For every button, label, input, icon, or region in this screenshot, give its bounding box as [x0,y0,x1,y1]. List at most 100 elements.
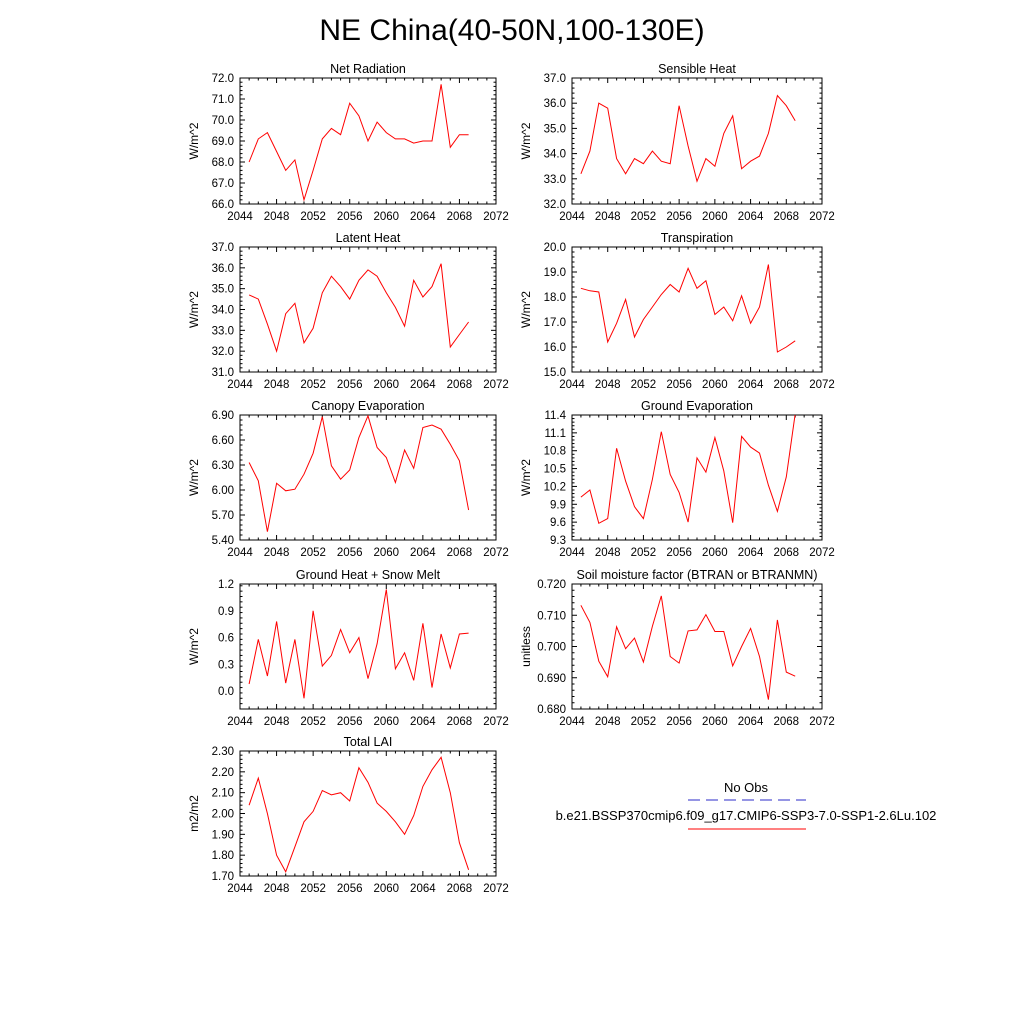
x-tick-label: 2052 [300,716,326,728]
y-axis-label: W/m^2 [187,628,201,665]
panel-ground-evaporation: Ground Evaporation 2044 2048 2052 2056 2060 20… [519,399,835,559]
panel-soil-moisture-factor-btran-or-btranmn: Soil moisture factor (BTRAN or BTRANMN) 2… [519,568,835,728]
y-tick-label: 32.0 [544,199,566,211]
x-tick-label: 2060 [702,211,728,223]
x-tick-label: 2064 [738,379,764,391]
y-tick-label: 67.0 [212,178,234,190]
y-tick-label: 5.40 [212,535,234,547]
panel-title: Soil moisture factor (BTRAN or BTRANMN) [576,568,817,582]
y-tick-label: 0.9 [218,606,234,618]
x-tick-label: 2060 [702,547,728,559]
y-tick-label: 2.20 [212,767,234,779]
y-tick-label: 0.710 [537,610,566,622]
x-tick-label: 2044 [559,379,585,391]
y-tick-label: 37.0 [212,242,234,254]
y-tick-label: 9.6 [550,517,566,529]
x-tick-label: 2068 [447,883,473,895]
x-tick-label: 2048 [264,211,290,223]
y-tick-label: 6.00 [212,485,234,497]
y-tick-label: 1.90 [212,829,234,841]
y-tick-label: 33.0 [544,174,566,186]
y-axis-label: W/m^2 [519,122,533,159]
y-tick-label: 0.690 [537,673,566,685]
x-tick-label: 2052 [300,547,326,559]
x-tick-label: 2068 [447,547,473,559]
panel-title: Latent Heat [336,231,401,245]
plot-frame [239,583,497,710]
plot-frame [571,77,823,205]
plot-frame [239,750,497,877]
x-tick-label: 2060 [373,883,399,895]
series-line [580,94,796,183]
y-tick-label: 5.70 [212,510,234,522]
x-tick-label: 2060 [373,547,399,559]
y-tick-label: 36.0 [212,263,234,275]
panel-latent-heat: Latent Heat 2044 2048 2052 2056 2060 2064 2068 2… [187,231,509,391]
figure-title: NE China(40-50N,100-130E) [319,14,704,47]
y-axis-label: W/m^2 [187,459,201,496]
x-tick-label: 2060 [373,211,399,223]
x-tick-label: 2044 [559,211,585,223]
x-tick-label: 2052 [631,211,657,223]
plot-frame [571,414,823,541]
x-tick-label: 2068 [773,716,799,728]
y-tick-label: 32.0 [212,346,234,358]
series-line [248,263,470,353]
x-tick-label: 2068 [447,211,473,223]
x-tick-label: 2064 [738,716,764,728]
x-tick-label: 2048 [264,547,290,559]
x-tick-label: 2068 [447,716,473,728]
panel-total-lai: Total LAI 2044 2048 2052 2056 2060 2064 2068 207… [187,735,509,895]
y-tick-label: 6.30 [212,460,234,472]
x-tick-label: 2056 [337,379,363,391]
y-axis-label: W/m^2 [519,291,533,328]
x-tick-label: 2048 [264,883,290,895]
panels: Net Radiation 2044 2048 2052 2056 2060 2064 206… [187,62,835,895]
x-tick-label: 2048 [595,716,621,728]
y-tick-label: 9.9 [550,499,566,511]
x-tick-label: 2056 [337,547,363,559]
y-tick-label: 0.0 [218,686,234,698]
y-tick-label: 19.0 [544,267,566,279]
x-tick-label: 2044 [227,379,253,391]
x-tick-label: 2064 [410,547,436,559]
x-tick-label: 2056 [666,547,692,559]
x-tick-label: 2048 [264,379,290,391]
y-tick-label: 72.0 [212,73,234,85]
x-tick-label: 2044 [559,716,585,728]
x-tick-label: 2060 [373,379,399,391]
series-line [580,415,796,525]
y-tick-label: 0.700 [537,642,566,654]
x-tick-label: 2048 [595,211,621,223]
x-tick-label: 2044 [227,716,253,728]
x-tick-label: 2052 [300,379,326,391]
plot-frame [571,583,823,710]
x-tick-label: 2052 [300,211,326,223]
x-tick-label: 2072 [483,547,509,559]
y-axis-label: W/m^2 [519,459,533,496]
x-tick-label: 2056 [337,883,363,895]
y-axis-label: W/m^2 [187,291,201,328]
x-tick-label: 2072 [483,716,509,728]
x-tick-label: 2072 [809,379,835,391]
panel-title: Net Radiation [330,62,406,76]
y-tick-label: 10.8 [544,446,566,458]
series-line [580,264,796,353]
x-tick-label: 2064 [410,883,436,895]
x-tick-label: 2044 [227,211,253,223]
y-tick-label: 31.0 [212,367,234,379]
y-tick-label: 34.0 [212,305,234,317]
x-tick-label: 2064 [738,547,764,559]
x-tick-label: 2048 [264,716,290,728]
x-tick-label: 2056 [337,716,363,728]
y-axis-label: unitless [519,626,533,667]
panel-net-radiation: Net Radiation 2044 2048 2052 2056 2060 2064 206… [187,62,509,223]
x-tick-label: 2068 [447,379,473,391]
x-tick-label: 2072 [809,547,835,559]
y-tick-label: 16.0 [544,342,566,354]
series-line [248,415,470,532]
x-tick-label: 2064 [410,211,436,223]
plot-frame [239,246,497,373]
x-tick-label: 2044 [227,547,253,559]
x-tick-label: 2056 [666,211,692,223]
